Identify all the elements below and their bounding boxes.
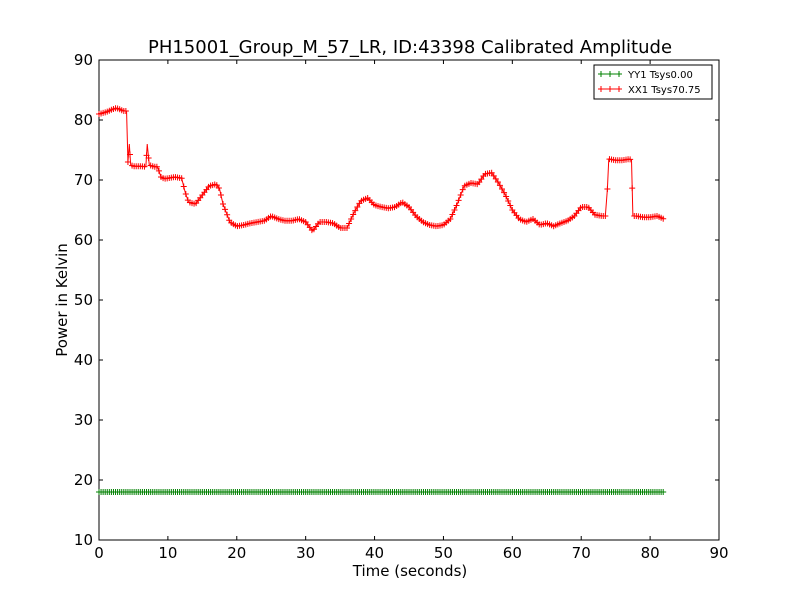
- legend-marker: [616, 71, 622, 77]
- x-tick-label: 20: [227, 544, 246, 562]
- series-point: [629, 185, 636, 192]
- series-point: [476, 179, 483, 186]
- series-point: [180, 183, 187, 190]
- series-point: [451, 207, 458, 213]
- series-point: [660, 215, 667, 222]
- x-tick-label: 60: [503, 544, 522, 562]
- legend-marker: [607, 86, 613, 92]
- series-point: [507, 202, 514, 209]
- y-tick-label: 20: [74, 471, 93, 489]
- legend-marker: [607, 71, 613, 77]
- series-point: [350, 211, 357, 218]
- series-point: [127, 151, 133, 158]
- series-point: [155, 167, 162, 174]
- legend-marker: [616, 86, 622, 92]
- series-point: [124, 159, 131, 165]
- y-tick-label: 70: [74, 171, 93, 189]
- legend-label: YY1 Tsys0.00: [627, 70, 693, 81]
- series-point: [354, 204, 361, 210]
- y-tick-label: 10: [74, 531, 93, 549]
- series-point: [492, 175, 499, 182]
- series-point: [501, 189, 508, 196]
- series-point: [660, 489, 667, 495]
- x-tick-label: 30: [296, 544, 315, 562]
- series-point: [453, 202, 460, 209]
- legend-marker: [598, 86, 604, 92]
- y-axis-label: Power in Kelvin: [53, 243, 71, 357]
- series-point: [352, 207, 359, 214]
- series-point: [141, 163, 148, 170]
- x-tick-label: 10: [158, 544, 177, 562]
- series-point: [447, 216, 454, 222]
- y-tick-label: 60: [74, 231, 93, 249]
- series-point: [499, 186, 505, 192]
- series-point: [217, 192, 224, 198]
- series-point: [178, 175, 185, 182]
- legend-marker: [598, 71, 604, 77]
- series-point: [503, 193, 510, 200]
- series-point: [222, 206, 229, 213]
- series-point: [224, 211, 231, 218]
- series-point: [220, 201, 226, 207]
- series-point: [604, 186, 611, 192]
- series-point: [145, 155, 152, 161]
- y-tick-label: 50: [74, 291, 93, 309]
- series-point: [459, 186, 466, 193]
- series-point: [344, 225, 350, 231]
- x-tick-label: 40: [365, 544, 384, 562]
- x-tick-label: 80: [641, 544, 660, 562]
- legend-box: [593, 64, 713, 100]
- x-tick-label: 50: [434, 544, 453, 562]
- series-point: [182, 191, 189, 198]
- series-point: [488, 169, 495, 176]
- y-tick-label: 80: [74, 111, 93, 129]
- series-point: [153, 163, 160, 170]
- y-tick-label: 30: [74, 411, 93, 429]
- x-axis-label: Time (seconds): [352, 562, 468, 580]
- y-tick-label: 40: [74, 351, 93, 369]
- y-tick-label: 90: [74, 51, 93, 69]
- series-point: [449, 211, 456, 218]
- series-0: [96, 489, 667, 495]
- series-1: [96, 105, 667, 234]
- x-tick-label: 90: [709, 544, 728, 562]
- series-point: [346, 220, 353, 227]
- chart-title: PH15001_Group_M_57_LR, ID:43398 Calibrat…: [148, 37, 672, 58]
- series-point: [122, 108, 129, 114]
- legend-label: XX1 Tsys70.75: [628, 85, 701, 96]
- series-point: [602, 213, 609, 219]
- axes-frame: [98, 59, 720, 541]
- series-point: [455, 197, 462, 204]
- series-point: [496, 182, 503, 189]
- series-line: [98, 107, 665, 232]
- series-point: [505, 198, 512, 204]
- x-tick-label: 0: [94, 544, 104, 562]
- series-point: [478, 176, 485, 183]
- series-point: [348, 216, 355, 222]
- x-tick-label: 70: [572, 544, 591, 562]
- series-point: [490, 172, 497, 179]
- series-point: [215, 185, 222, 192]
- series-point: [494, 178, 501, 185]
- legend: YY1 Tsys0.00 XX1 Tsys70.75: [593, 64, 713, 100]
- series-point: [457, 192, 464, 198]
- series-point: [627, 156, 634, 163]
